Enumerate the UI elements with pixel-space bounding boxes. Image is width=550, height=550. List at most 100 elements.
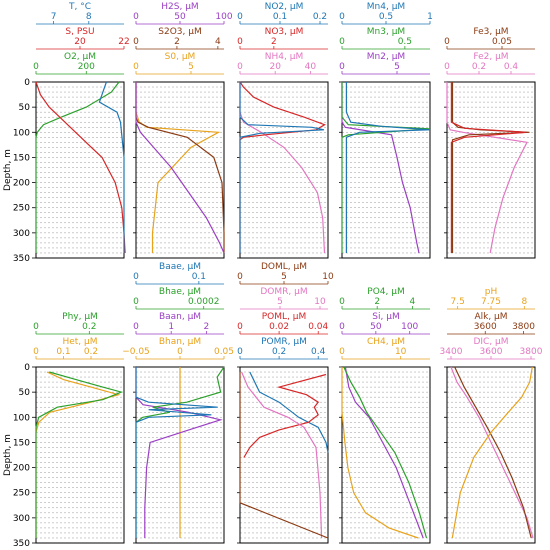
x-tick-label: 0.1 xyxy=(273,12,287,22)
y-tick-label: 350 xyxy=(13,254,30,264)
x-tick-label: 0 xyxy=(339,12,345,22)
x-tick-label: 20 xyxy=(74,37,86,47)
series-line xyxy=(239,81,326,253)
x-tick-label: 3800 xyxy=(520,347,543,357)
series-line xyxy=(451,366,533,539)
x-axis-label: Mn2, μM xyxy=(367,52,405,62)
x-axis-label: NH4, μM xyxy=(265,52,303,62)
y-axis-label: Depth, m xyxy=(3,434,13,476)
x-axis-label: S0, μM xyxy=(165,52,196,62)
x-tick-label: 40 xyxy=(305,62,317,72)
x-tick-label: 0.05 xyxy=(214,347,234,357)
x-tick-label: 2 xyxy=(204,322,210,332)
x-axis-label: POMR, μM xyxy=(261,337,307,347)
series-line xyxy=(454,366,532,539)
x-axis-label: Bhan, μM xyxy=(159,337,201,347)
x-tick-label: 0 xyxy=(237,12,243,22)
x-tick-label: 0 xyxy=(339,37,345,47)
x-tick-label: 0 xyxy=(33,62,39,72)
series-line xyxy=(249,371,329,453)
x-tick-label: 1 xyxy=(168,322,174,332)
series-line xyxy=(35,81,126,254)
series-line xyxy=(135,366,225,538)
x-tick-label: 0.04 xyxy=(308,322,328,332)
panel-frame xyxy=(35,366,125,544)
series-line xyxy=(239,372,329,539)
x-axis-label: NO2, μM xyxy=(265,2,304,12)
series-line xyxy=(341,82,431,253)
y-tick-label: 0 xyxy=(24,78,30,88)
x-axis-label: Mn4, μM xyxy=(367,2,405,12)
x-axis-label: POML, μM xyxy=(262,312,307,322)
x-tick-label: 0 xyxy=(133,322,139,332)
series-line xyxy=(135,82,225,253)
x-tick-label: 5 xyxy=(188,62,194,72)
y-tick-label: 50 xyxy=(19,103,31,113)
x-tick-label: 0 xyxy=(133,37,139,47)
panel-frame xyxy=(239,81,329,259)
y-tick-label: 150 xyxy=(13,438,30,448)
x-axis-label: pH xyxy=(485,287,497,297)
x-tick-label: 3600 xyxy=(480,347,503,357)
x-axis-label: PO4, μM xyxy=(367,287,404,297)
x-tick-label: 0.05 xyxy=(492,37,512,47)
series-line xyxy=(243,373,327,458)
x-tick-label: 0 xyxy=(133,297,139,307)
x-tick-label: 0.2 xyxy=(272,347,286,357)
x-tick-label: 22 xyxy=(118,37,129,47)
panel-frame xyxy=(341,81,431,259)
x-tick-label: 100 xyxy=(401,322,418,332)
x-axis-label: S, PSU xyxy=(65,27,94,37)
x-tick-label: 2 xyxy=(174,37,180,47)
series-line xyxy=(135,367,223,538)
series-line xyxy=(450,82,527,253)
x-tick-label: 200 xyxy=(78,62,95,72)
x-tick-label: −0.05 xyxy=(122,347,150,357)
x-tick-label: 0 xyxy=(177,347,183,357)
x-axis-label: Mn3, μM xyxy=(367,27,405,37)
y-tick-label: 350 xyxy=(13,539,30,549)
x-tick-label: 10 xyxy=(314,297,326,307)
x-tick-label: 0.1 xyxy=(56,347,70,357)
series-line xyxy=(450,366,534,539)
panel-frame xyxy=(341,366,431,544)
x-axis-label: T, °C xyxy=(68,2,91,12)
x-axis-label: Baan, μM xyxy=(159,312,201,322)
series-line xyxy=(35,371,124,538)
x-axis-label: DOML, μM xyxy=(261,262,307,272)
x-tick-label: 0 xyxy=(444,37,450,47)
series-line xyxy=(241,371,323,539)
x-tick-label: 0 xyxy=(133,62,139,72)
x-tick-label: 0.4 xyxy=(504,62,519,72)
x-tick-label: 0.2 xyxy=(313,12,327,22)
y-tick-label: 300 xyxy=(13,514,30,524)
x-tick-label: 2 xyxy=(271,37,277,47)
x-tick-label: 0 xyxy=(339,62,345,72)
x-tick-label: 0 xyxy=(339,322,345,332)
x-tick-label: 3400 xyxy=(440,347,463,357)
x-tick-label: 7.75 xyxy=(481,297,501,307)
y-tick-label: 100 xyxy=(13,128,30,138)
x-tick-label: 0 xyxy=(33,322,39,332)
x-tick-label: 4 xyxy=(215,37,221,47)
x-tick-label: 8 xyxy=(86,12,92,22)
x-tick-label: 8 xyxy=(521,297,527,307)
x-axis-label: Phy, μM xyxy=(62,312,98,322)
x-tick-label: 100 xyxy=(215,12,232,22)
x-axis-label: S2O3, μM xyxy=(158,27,201,37)
y-tick-label: 250 xyxy=(13,489,30,499)
x-axis-label: NO3, μM xyxy=(265,27,304,37)
x-tick-label: 3600 xyxy=(474,322,497,332)
x-axis-label: Si, μM xyxy=(372,312,399,322)
panel-r0c1: 0 5S0, μM 0 2 4 S2O3, μM 0 50 100 H2S, μM xyxy=(133,2,233,259)
series-line xyxy=(345,82,431,253)
x-tick-label: 0 xyxy=(133,12,139,22)
panel-frame xyxy=(446,81,536,259)
